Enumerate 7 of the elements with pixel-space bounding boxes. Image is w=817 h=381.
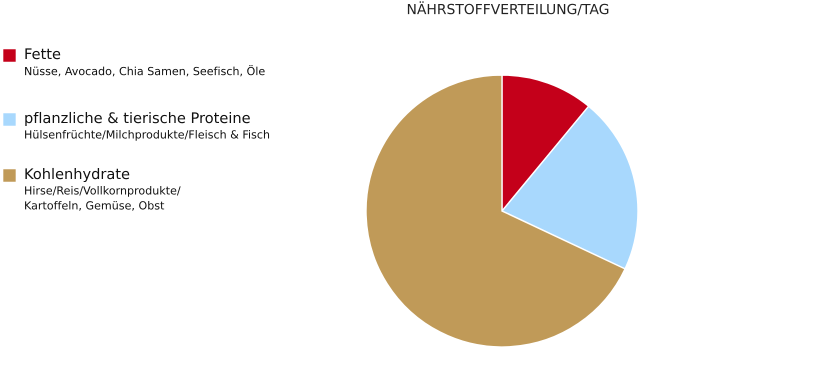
legend-label: Kohlenhydrate [25,168,130,182]
text: Nüsse, Avocado, Chia Samen, Seefisch, Öle [25,64,265,76]
legend-label: pflanzliche & tierische Proteine [25,112,250,126]
text: Hirse/Reis/Vollkornprodukte/ Kartoffeln, Gemüse, Obst [25,186,181,211]
text: Hülsenfrüchte/Milchprodukte/Fleisch & Fisch [25,130,270,141]
chart-title: NÄHRSTOFFVERTEILUNG/TAG [408,1,608,16]
legend-label: Fette [25,48,60,60]
